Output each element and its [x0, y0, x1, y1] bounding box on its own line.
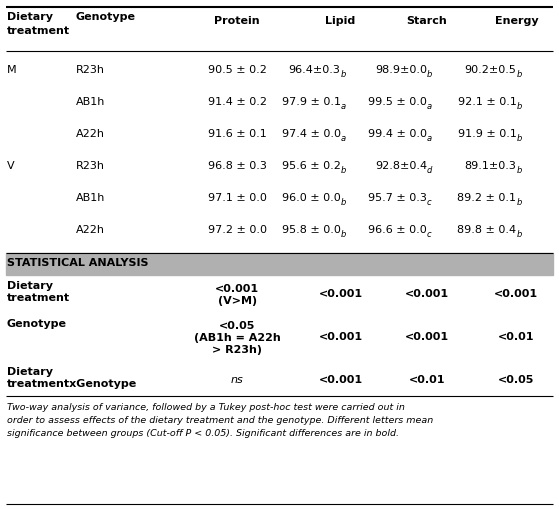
- Text: 97.2 ± 0.0: 97.2 ± 0.0: [207, 224, 267, 235]
- Text: <0.05: <0.05: [498, 374, 534, 384]
- Text: (V>M): (V>M): [217, 295, 257, 305]
- Text: <0.001: <0.001: [319, 331, 363, 342]
- Text: <0.01: <0.01: [498, 331, 534, 342]
- Text: <0.01: <0.01: [409, 374, 445, 384]
- Text: 96.0 ± 0.0: 96.0 ± 0.0: [282, 192, 340, 203]
- Text: c: c: [427, 230, 432, 239]
- Text: b: b: [517, 230, 522, 239]
- Text: b: b: [517, 165, 522, 175]
- Text: <0.001: <0.001: [494, 289, 538, 298]
- Text: Protein: Protein: [214, 16, 260, 26]
- Text: 96.6 ± 0.0: 96.6 ± 0.0: [368, 224, 427, 235]
- Text: 97.9 ± 0.1: 97.9 ± 0.1: [282, 97, 340, 107]
- Text: A22h: A22h: [75, 129, 105, 139]
- Text: a: a: [340, 102, 345, 111]
- Text: order to assess effects of the dietary treatment and the genotype. Different let: order to assess effects of the dietary t…: [7, 415, 433, 424]
- Text: <0.05: <0.05: [219, 320, 255, 330]
- Text: Energy: Energy: [495, 16, 538, 26]
- Text: a: a: [427, 134, 432, 143]
- Text: 96.4±0.3: 96.4±0.3: [288, 65, 340, 75]
- Text: 97.4 ± 0.0: 97.4 ± 0.0: [282, 129, 340, 139]
- Text: b: b: [427, 70, 432, 79]
- Text: d: d: [427, 165, 432, 175]
- Text: <0.001: <0.001: [405, 289, 449, 298]
- Text: treatmentxGenotype: treatmentxGenotype: [7, 378, 137, 388]
- Text: Dietary: Dietary: [7, 12, 53, 22]
- Text: 97.1 ± 0.0: 97.1 ± 0.0: [208, 192, 267, 203]
- Text: R23h: R23h: [75, 65, 105, 75]
- Text: 95.7 ± 0.3: 95.7 ± 0.3: [368, 192, 427, 203]
- Text: b: b: [340, 165, 346, 175]
- Text: treatment: treatment: [7, 293, 70, 302]
- Text: 90.5 ± 0.2: 90.5 ± 0.2: [208, 65, 267, 75]
- Text: Genotype: Genotype: [7, 318, 67, 328]
- Text: <0.001: <0.001: [405, 331, 449, 342]
- Text: > R23h): > R23h): [212, 344, 262, 354]
- Text: treatment: treatment: [7, 26, 70, 36]
- Text: c: c: [427, 197, 432, 207]
- Text: <0.001: <0.001: [215, 284, 259, 293]
- Text: Genotype: Genotype: [75, 12, 135, 22]
- Text: ns: ns: [231, 374, 244, 384]
- Text: 99.5 ± 0.0: 99.5 ± 0.0: [368, 97, 427, 107]
- Text: R23h: R23h: [75, 161, 105, 171]
- Bar: [6, 253, 553, 275]
- Text: 98.9±0.0: 98.9±0.0: [375, 65, 427, 75]
- Text: STATISTICAL ANALYSIS: STATISTICAL ANALYSIS: [7, 258, 148, 267]
- Text: b: b: [340, 70, 346, 79]
- Text: A22h: A22h: [75, 224, 105, 235]
- Text: 89.8 ± 0.4: 89.8 ± 0.4: [457, 224, 517, 235]
- Text: 89.1±0.3: 89.1±0.3: [465, 161, 517, 171]
- Text: a: a: [427, 102, 432, 111]
- Text: 95.6 ± 0.2: 95.6 ± 0.2: [282, 161, 340, 171]
- Text: Starch: Starch: [406, 16, 447, 26]
- Text: M: M: [7, 65, 16, 75]
- Text: b: b: [517, 102, 522, 111]
- Text: V: V: [7, 161, 15, 171]
- Text: 99.4 ± 0.0: 99.4 ± 0.0: [368, 129, 427, 139]
- Text: b: b: [340, 197, 346, 207]
- Text: 92.8±0.4: 92.8±0.4: [375, 161, 427, 171]
- Text: 92.1 ± 0.1: 92.1 ± 0.1: [457, 97, 517, 107]
- Text: 96.8 ± 0.3: 96.8 ± 0.3: [208, 161, 267, 171]
- Text: Two-way analysis of variance, followed by a Tukey post-hoc test were carried out: Two-way analysis of variance, followed b…: [7, 402, 405, 411]
- Text: 91.6 ± 0.1: 91.6 ± 0.1: [208, 129, 267, 139]
- Text: b: b: [517, 70, 522, 79]
- Text: 95.8 ± 0.0: 95.8 ± 0.0: [282, 224, 340, 235]
- Text: AB1h: AB1h: [75, 192, 105, 203]
- Text: Dietary: Dietary: [7, 366, 53, 376]
- Text: Lipid: Lipid: [325, 16, 356, 26]
- Text: 91.9 ± 0.1: 91.9 ± 0.1: [457, 129, 517, 139]
- Text: (AB1h = A22h: (AB1h = A22h: [194, 332, 281, 343]
- Text: b: b: [340, 230, 346, 239]
- Text: b: b: [517, 134, 522, 143]
- Text: b: b: [517, 197, 522, 207]
- Text: 89.2 ± 0.1: 89.2 ± 0.1: [457, 192, 517, 203]
- Text: <0.001: <0.001: [319, 374, 363, 384]
- Text: a: a: [340, 134, 345, 143]
- Text: significance between groups (Cut-off P < 0.05). Significant differences are in b: significance between groups (Cut-off P <…: [7, 428, 399, 437]
- Text: 91.4 ± 0.2: 91.4 ± 0.2: [207, 97, 267, 107]
- Text: Dietary: Dietary: [7, 280, 53, 291]
- Text: AB1h: AB1h: [75, 97, 105, 107]
- Text: 90.2±0.5: 90.2±0.5: [465, 65, 517, 75]
- Text: <0.001: <0.001: [319, 289, 363, 298]
